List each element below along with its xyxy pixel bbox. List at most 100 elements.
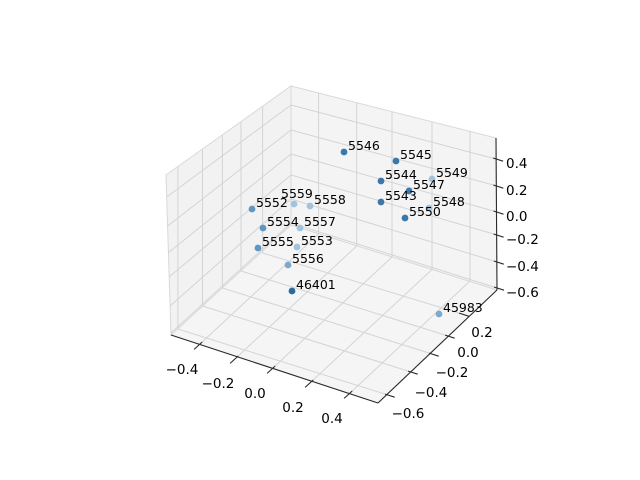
x-tick-mark <box>343 390 353 399</box>
gridline <box>349 280 471 394</box>
y-tick-label: −0.6 <box>392 406 425 422</box>
x-tick-label: 0.2 <box>282 400 303 416</box>
z-tick-label: −0.4 <box>506 259 539 275</box>
scatter-point <box>290 200 298 208</box>
z-tick-mark <box>493 184 504 189</box>
point-label: 45983 <box>443 300 483 315</box>
gridline <box>166 104 292 198</box>
scatter-point <box>425 204 433 212</box>
x-axis-spine <box>170 334 379 404</box>
point-label: 5554 <box>267 214 299 229</box>
x-tick-label: −0.2 <box>202 376 235 392</box>
scatter-point <box>254 244 262 252</box>
scatter-point <box>306 202 314 210</box>
z-tick-mark <box>493 286 505 291</box>
gridline <box>290 198 498 263</box>
gridline <box>290 222 498 289</box>
x-tick-label: 0.4 <box>321 411 342 427</box>
z-tick-mark <box>493 210 504 215</box>
point-label: 5556 <box>292 251 324 266</box>
scatter-point <box>288 287 296 295</box>
axes-spines <box>170 137 498 404</box>
gridline <box>310 269 433 383</box>
point-label: 5545 <box>400 147 432 162</box>
gridline <box>177 328 389 396</box>
scatter-points <box>248 148 443 318</box>
scatter-point <box>428 175 436 183</box>
point-label: 46401 <box>296 277 336 292</box>
y-tick-mark <box>458 312 469 317</box>
gridline <box>169 198 292 307</box>
gridline <box>290 104 497 160</box>
scatter-point <box>259 224 267 232</box>
z-tick-label: 0.2 <box>506 183 527 199</box>
point-label: 5553 <box>301 233 333 248</box>
point-label: 5550 <box>409 204 441 219</box>
x-tick-label: 0.0 <box>244 386 265 402</box>
point-label: 5547 <box>413 177 445 192</box>
point-label: 5555 <box>262 234 294 249</box>
point-label: 5549 <box>436 165 468 180</box>
y-tick-mark <box>407 370 418 375</box>
scatter-point <box>293 243 301 251</box>
z-tick-label: −0.2 <box>506 232 539 248</box>
scatter-point <box>435 310 443 318</box>
y-tick-label: 0.2 <box>471 325 492 341</box>
gridline <box>168 174 292 278</box>
x-tick-mark <box>229 355 239 364</box>
gridline <box>199 233 319 345</box>
y-tick-mark <box>444 334 455 339</box>
gridline <box>222 287 433 355</box>
point-label: 5543 <box>385 188 417 203</box>
gridline <box>170 222 292 334</box>
y-tick-mark <box>384 393 395 398</box>
x-tick-mark <box>266 365 276 374</box>
point-label: 5552 <box>256 195 288 210</box>
axes-tick-marks <box>193 157 505 399</box>
x-tick-mark <box>193 341 203 350</box>
gridline <box>240 270 449 337</box>
y-tick-mark <box>428 352 439 357</box>
text-labels: −0.4−0.20.00.20.40.20.0−0.2−0.4−0.60.40.… <box>166 138 539 427</box>
gridline <box>167 153 292 254</box>
scatter-point <box>340 148 348 156</box>
y-axis-spine <box>377 289 498 404</box>
point-label: 5548 <box>433 194 465 209</box>
y-tick-label: −0.2 <box>436 365 469 381</box>
z-axis-spine <box>495 137 498 291</box>
z-tick-mark <box>493 233 504 238</box>
z-tick-mark <box>492 157 504 162</box>
z-tick-label: −0.6 <box>506 285 539 301</box>
y-tick-label: −0.4 <box>415 385 448 401</box>
scatter-point <box>377 198 385 206</box>
point-label: 5559 <box>281 186 313 201</box>
gridline <box>290 174 498 236</box>
scatter-point <box>377 177 385 185</box>
gridline <box>202 305 412 373</box>
gridline <box>167 129 292 227</box>
gridline <box>290 129 498 187</box>
scatter-point <box>248 205 256 213</box>
scatter-point <box>401 214 409 222</box>
point-label: 5557 <box>304 214 336 229</box>
y-tick-label: 0.0 <box>457 345 478 361</box>
z-tick-label: 0.0 <box>506 209 527 225</box>
scatter-point <box>405 187 413 195</box>
z-tick-label: 0.4 <box>506 156 527 172</box>
gridline <box>262 252 463 315</box>
x-tick-label: −0.4 <box>166 362 199 378</box>
gridline <box>235 245 358 359</box>
gridline <box>290 153 498 213</box>
z-tick-mark <box>493 260 504 265</box>
gridline <box>272 256 393 369</box>
scatter-point <box>296 224 304 232</box>
scatter-point <box>284 261 292 269</box>
axes-gridlines <box>166 93 498 396</box>
point-label: 5558 <box>314 192 346 207</box>
scatter-point <box>392 157 400 165</box>
point-label: 5546 <box>348 138 380 153</box>
point-label: 5544 <box>385 167 417 182</box>
x-tick-mark <box>304 379 314 388</box>
